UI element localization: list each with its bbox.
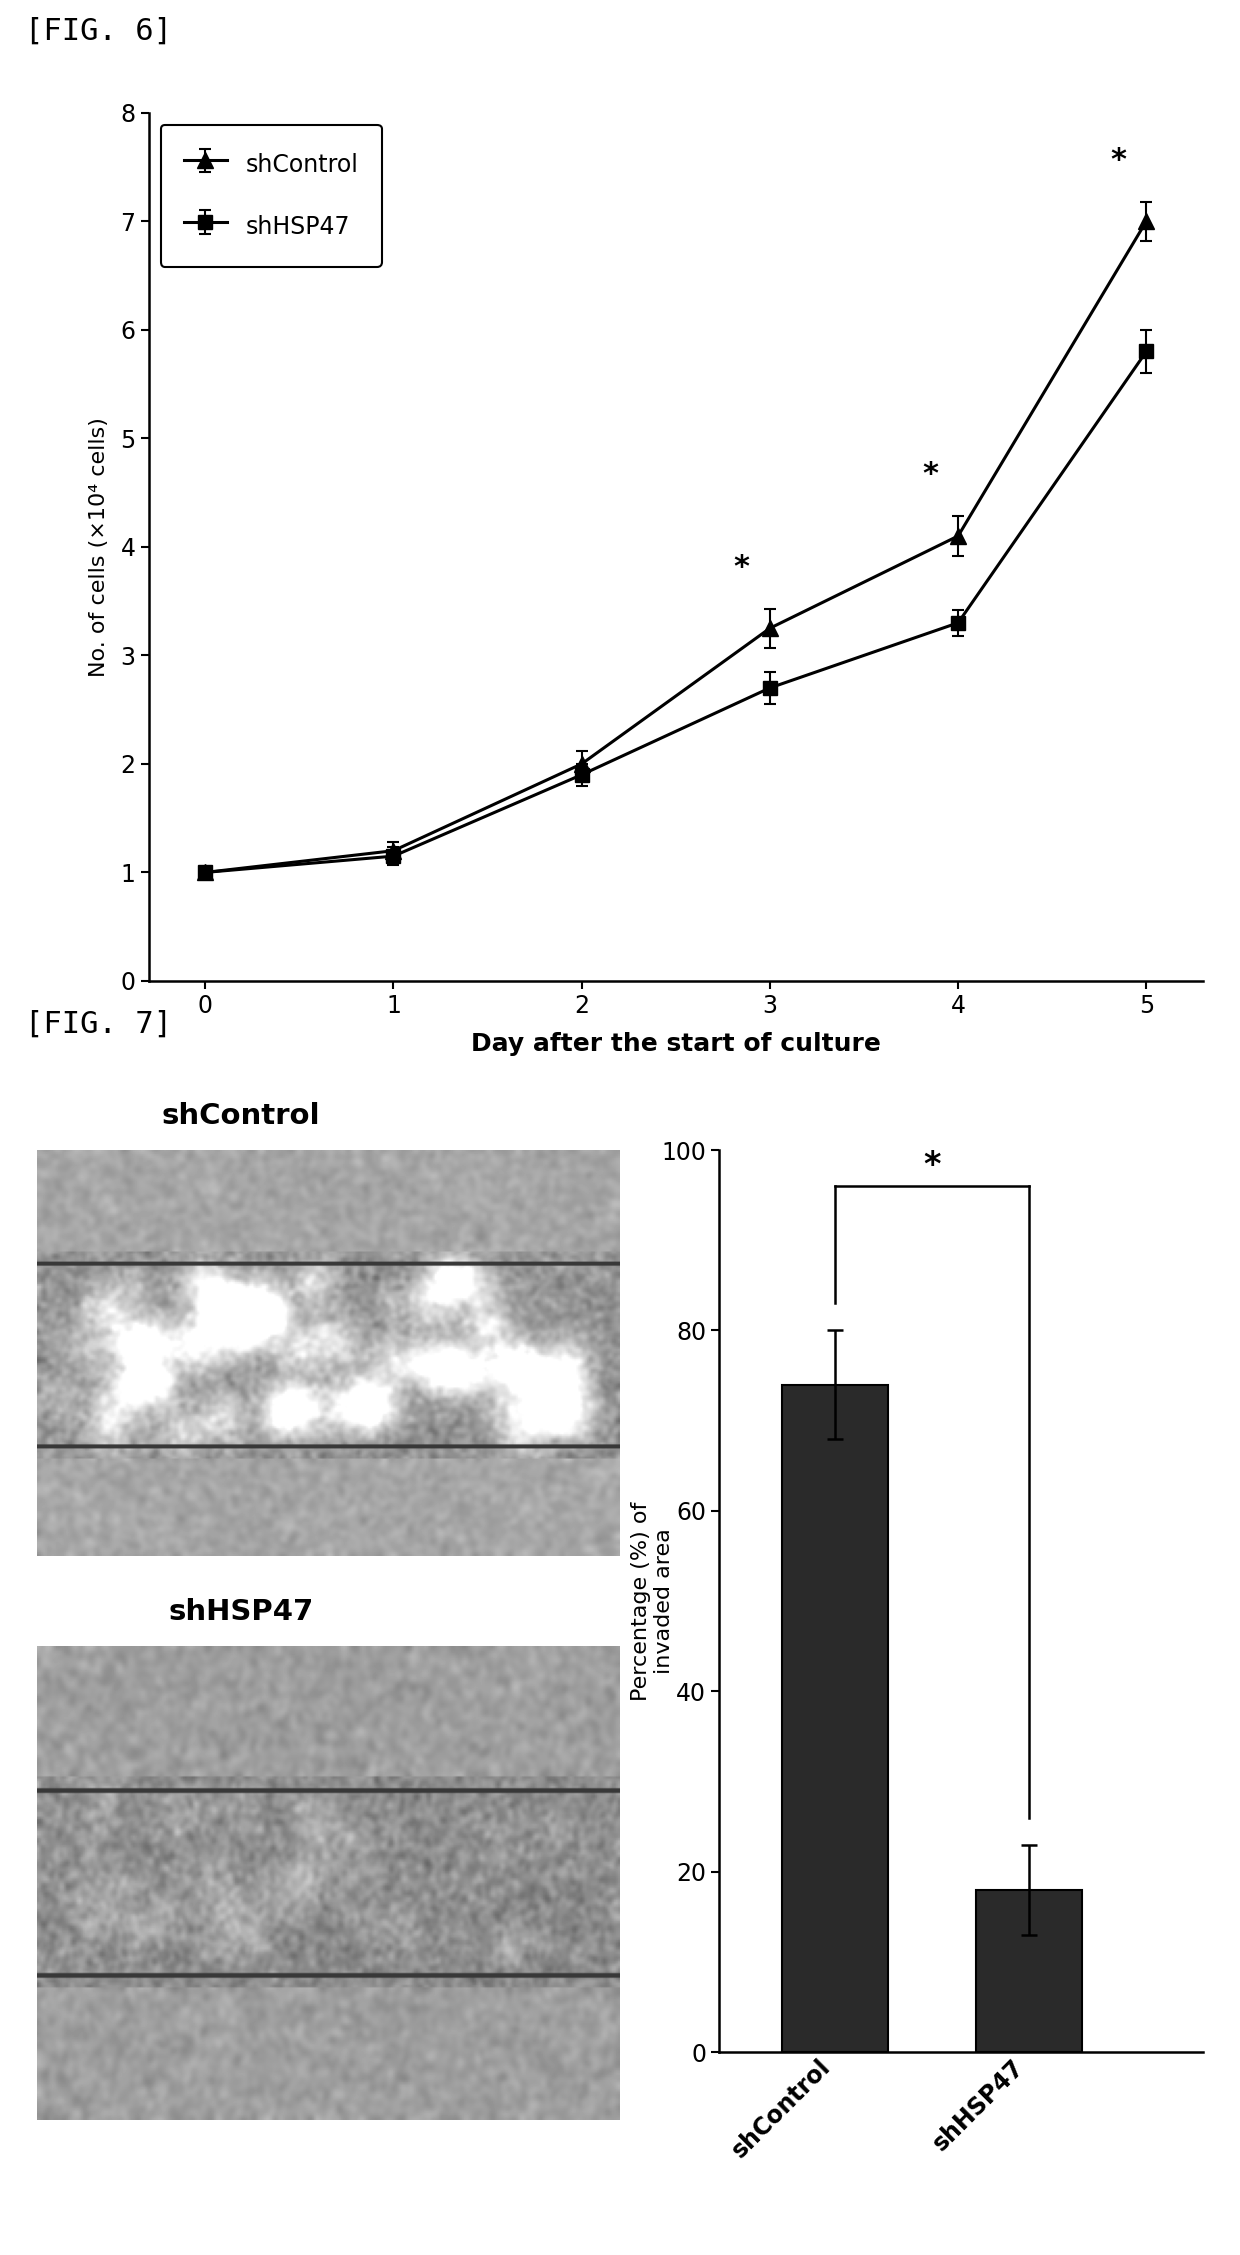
X-axis label: Day after the start of culture: Day after the start of culture — [471, 1033, 880, 1055]
Text: *: * — [924, 1148, 941, 1182]
Bar — [782, 1385, 888, 2052]
Text: shHSP47: shHSP47 — [169, 1599, 314, 1626]
Text: *: * — [921, 460, 937, 489]
Legend: shControl, shHSP47: shControl, shHSP47 — [161, 124, 382, 266]
Text: *: * — [734, 552, 750, 582]
Text: shControl: shControl — [162, 1103, 320, 1130]
Bar — [976, 1890, 1081, 2052]
Text: [FIG. 7]: [FIG. 7] — [25, 1010, 172, 1037]
Y-axis label: Percentage (%) of
invaded area: Percentage (%) of invaded area — [631, 1502, 675, 1700]
Text: *: * — [1110, 147, 1126, 174]
Y-axis label: No. of cells (×10⁴ cells): No. of cells (×10⁴ cells) — [89, 417, 109, 676]
Text: [FIG. 6]: [FIG. 6] — [25, 18, 172, 45]
